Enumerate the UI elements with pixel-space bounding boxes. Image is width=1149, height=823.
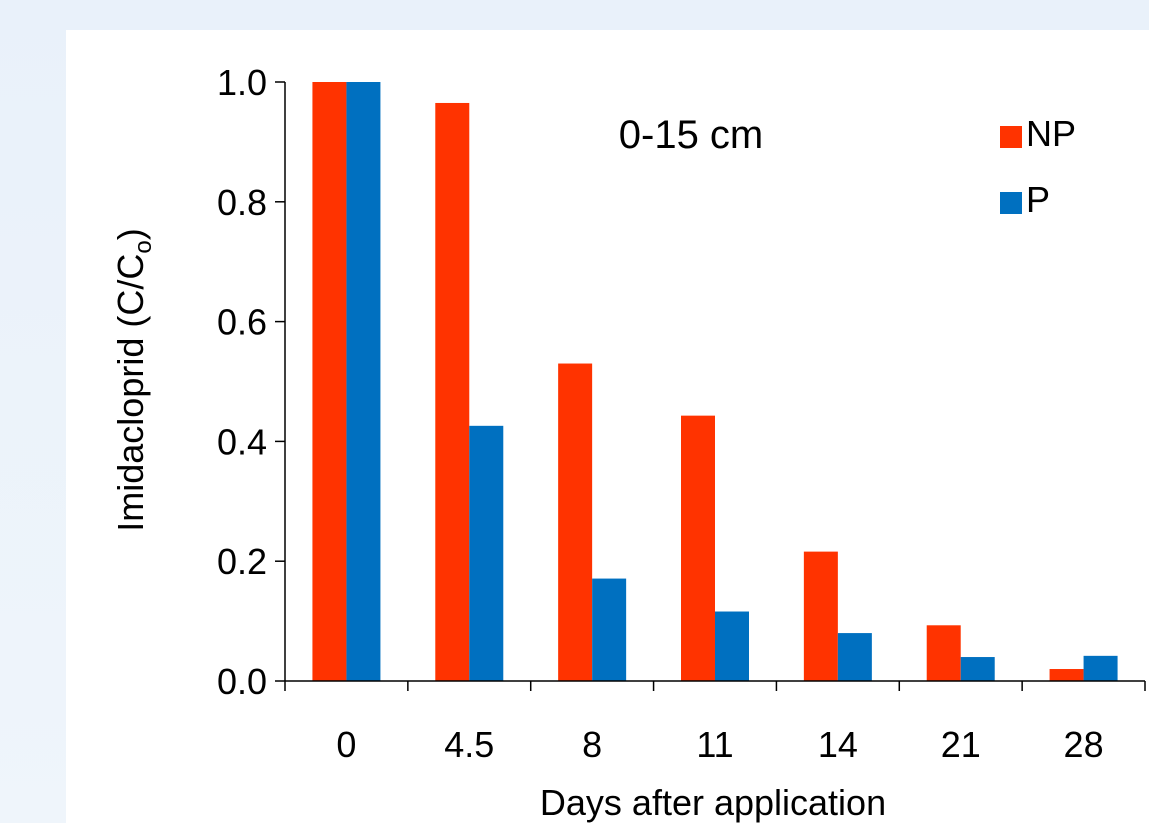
bar-np-14: [803, 551, 838, 681]
legend-swatch-np: [1000, 126, 1022, 148]
bar-p-11: [715, 611, 749, 681]
y-ticks-group: 0.0 0.2 0.4 0.6 0.8 1.0: [217, 62, 285, 702]
bar-np-4.5: [435, 102, 470, 682]
x-tick-label: 11: [696, 724, 733, 765]
y-axis-title: Imidacloprid (C/Co): [110, 228, 157, 531]
y-tick-label: 0.4: [217, 421, 267, 462]
bars-group: [312, 82, 1118, 682]
legend-label-p: P: [1026, 179, 1050, 220]
x-tick-label: 4.5: [444, 724, 494, 765]
bar-p-21: [960, 657, 995, 681]
bar-p-0: [346, 82, 381, 681]
bar-p-14: [837, 633, 872, 681]
y-axis-title-main: Imidacloprid (C/C: [110, 254, 151, 532]
x-tick-label: 8: [582, 724, 602, 765]
x-tick-label: 0: [336, 724, 356, 765]
y-tick-label: 0.8: [217, 182, 267, 223]
bar-p-8: [592, 578, 627, 681]
depth-annotation: 0-15 cm: [619, 113, 764, 157]
axes-group: [284, 82, 1145, 682]
bar-np-8: [558, 363, 593, 681]
x-ticks-group: 0 4.5 8 11 14 21 28: [284, 681, 1146, 765]
bar-np-28: [1049, 669, 1084, 681]
bar-np-21: [926, 625, 961, 681]
bar-p-28: [1083, 655, 1118, 681]
bar-np-11: [681, 415, 715, 681]
chart-card: [66, 30, 1149, 823]
y-tick-label: 0.6: [217, 302, 267, 343]
x-tick-label: 21: [941, 724, 981, 765]
y-axis-title-close: ): [110, 228, 151, 240]
y-tick-label: 0.2: [217, 541, 267, 582]
bar-p-4.5: [469, 425, 504, 681]
legend-swatch-p: [1000, 192, 1022, 214]
y-axis-title-subscript: o: [130, 240, 157, 253]
legend-label-np: NP: [1026, 113, 1076, 154]
y-tick-label: 0.0: [217, 661, 267, 702]
x-tick-label: 28: [1064, 724, 1104, 765]
legend: NP P: [1000, 113, 1076, 220]
bar-np-0: [312, 82, 347, 681]
y-tick-label: 1.0: [217, 62, 267, 103]
x-axis-title: Days after application: [540, 782, 886, 823]
x-tick-label: 14: [818, 724, 858, 765]
